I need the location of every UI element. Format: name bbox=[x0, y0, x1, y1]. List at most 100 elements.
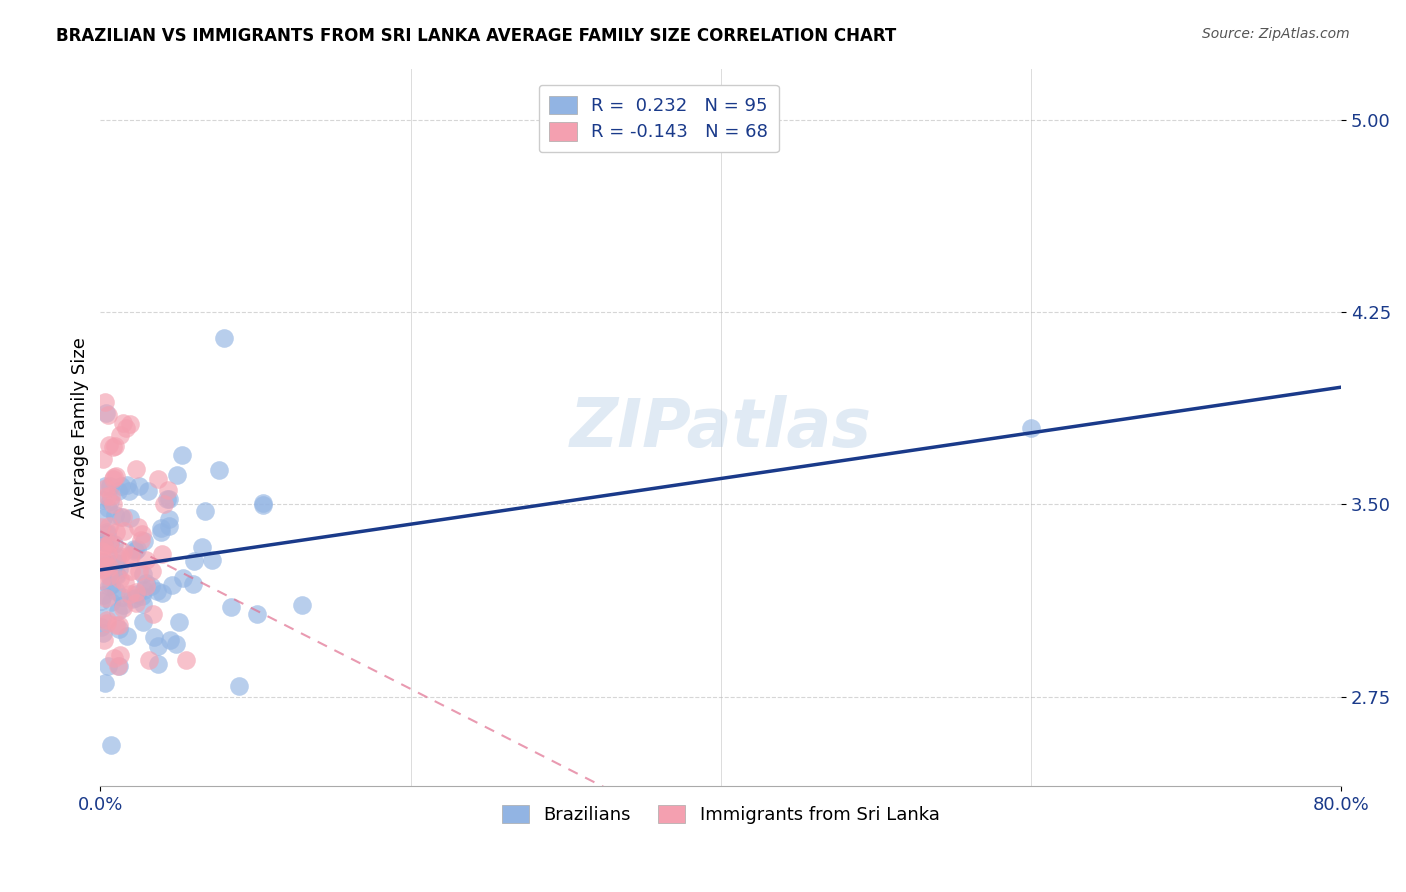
Y-axis label: Average Family Size: Average Family Size bbox=[72, 337, 89, 518]
Point bbox=[121, 592, 143, 607]
Point bbox=[228, 679, 250, 693]
Point bbox=[91, 588, 114, 602]
Point bbox=[219, 599, 242, 614]
Point bbox=[91, 451, 114, 466]
Point bbox=[157, 492, 180, 507]
Point bbox=[98, 536, 121, 550]
Point bbox=[150, 524, 173, 539]
Point bbox=[103, 440, 125, 454]
Point bbox=[108, 618, 131, 632]
Point bbox=[91, 611, 114, 625]
Point bbox=[100, 578, 122, 592]
Point bbox=[93, 535, 115, 549]
Point bbox=[98, 579, 121, 593]
Point bbox=[107, 623, 129, 637]
Point bbox=[252, 496, 274, 510]
Point bbox=[108, 572, 131, 586]
Point bbox=[97, 559, 120, 574]
Point bbox=[120, 564, 142, 578]
Point bbox=[94, 676, 117, 690]
Point bbox=[107, 483, 129, 498]
Point bbox=[104, 525, 127, 540]
Point bbox=[97, 659, 120, 673]
Point bbox=[201, 552, 224, 566]
Point bbox=[108, 659, 131, 673]
Point bbox=[138, 653, 160, 667]
Point bbox=[103, 469, 125, 483]
Point bbox=[128, 479, 150, 493]
Point bbox=[159, 632, 181, 647]
Point bbox=[94, 406, 117, 420]
Point bbox=[104, 508, 127, 522]
Point bbox=[166, 468, 188, 483]
Point bbox=[111, 509, 134, 524]
Point bbox=[96, 525, 118, 540]
Point bbox=[98, 569, 121, 583]
Point bbox=[91, 562, 114, 576]
Point bbox=[105, 556, 128, 570]
Point bbox=[93, 633, 115, 648]
Point bbox=[134, 582, 156, 597]
Point bbox=[131, 533, 153, 547]
Point bbox=[157, 512, 180, 526]
Point bbox=[120, 549, 142, 564]
Point bbox=[252, 498, 274, 512]
Point bbox=[111, 545, 134, 559]
Point bbox=[165, 637, 187, 651]
Point bbox=[112, 524, 135, 539]
Point bbox=[124, 591, 146, 606]
Point bbox=[1019, 420, 1042, 434]
Point bbox=[103, 651, 125, 665]
Point bbox=[135, 553, 157, 567]
Point bbox=[191, 540, 214, 554]
Point bbox=[107, 604, 129, 618]
Point bbox=[114, 576, 136, 591]
Point bbox=[143, 630, 166, 644]
Point bbox=[93, 555, 115, 569]
Text: BRAZILIAN VS IMMIGRANTS FROM SRI LANKA AVERAGE FAMILY SIZE CORRELATION CHART: BRAZILIAN VS IMMIGRANTS FROM SRI LANKA A… bbox=[56, 27, 897, 45]
Point bbox=[125, 462, 148, 476]
Point bbox=[93, 534, 115, 549]
Point bbox=[104, 439, 127, 453]
Point bbox=[100, 595, 122, 609]
Point bbox=[146, 472, 169, 486]
Point bbox=[110, 590, 132, 604]
Point bbox=[91, 544, 114, 558]
Point bbox=[141, 564, 163, 578]
Point bbox=[115, 477, 138, 491]
Point bbox=[98, 493, 121, 508]
Point bbox=[172, 571, 194, 585]
Point bbox=[96, 615, 118, 630]
Point bbox=[104, 566, 127, 581]
Point bbox=[98, 534, 121, 549]
Point bbox=[105, 550, 128, 565]
Point bbox=[100, 738, 122, 752]
Point bbox=[112, 598, 135, 612]
Point bbox=[90, 594, 112, 608]
Point bbox=[125, 587, 148, 601]
Point bbox=[97, 501, 120, 516]
Point bbox=[94, 559, 117, 574]
Point bbox=[194, 504, 217, 518]
Point bbox=[110, 479, 132, 493]
Point bbox=[98, 568, 121, 582]
Point bbox=[96, 490, 118, 504]
Text: Source: ZipAtlas.com: Source: ZipAtlas.com bbox=[1202, 27, 1350, 41]
Point bbox=[135, 575, 157, 590]
Point bbox=[156, 483, 179, 497]
Point bbox=[105, 468, 128, 483]
Point bbox=[111, 601, 134, 615]
Point bbox=[96, 526, 118, 541]
Legend: Brazilians, Immigrants from Sri Lanka: Brazilians, Immigrants from Sri Lanka bbox=[491, 794, 950, 835]
Point bbox=[132, 598, 155, 612]
Point bbox=[90, 520, 112, 534]
Point bbox=[97, 537, 120, 551]
Point bbox=[103, 537, 125, 551]
Text: ZIPatlas: ZIPatlas bbox=[569, 394, 872, 460]
Point bbox=[214, 331, 236, 345]
Point bbox=[96, 562, 118, 576]
Point bbox=[150, 521, 173, 535]
Point bbox=[108, 428, 131, 442]
Point bbox=[105, 583, 128, 598]
Point bbox=[103, 472, 125, 486]
